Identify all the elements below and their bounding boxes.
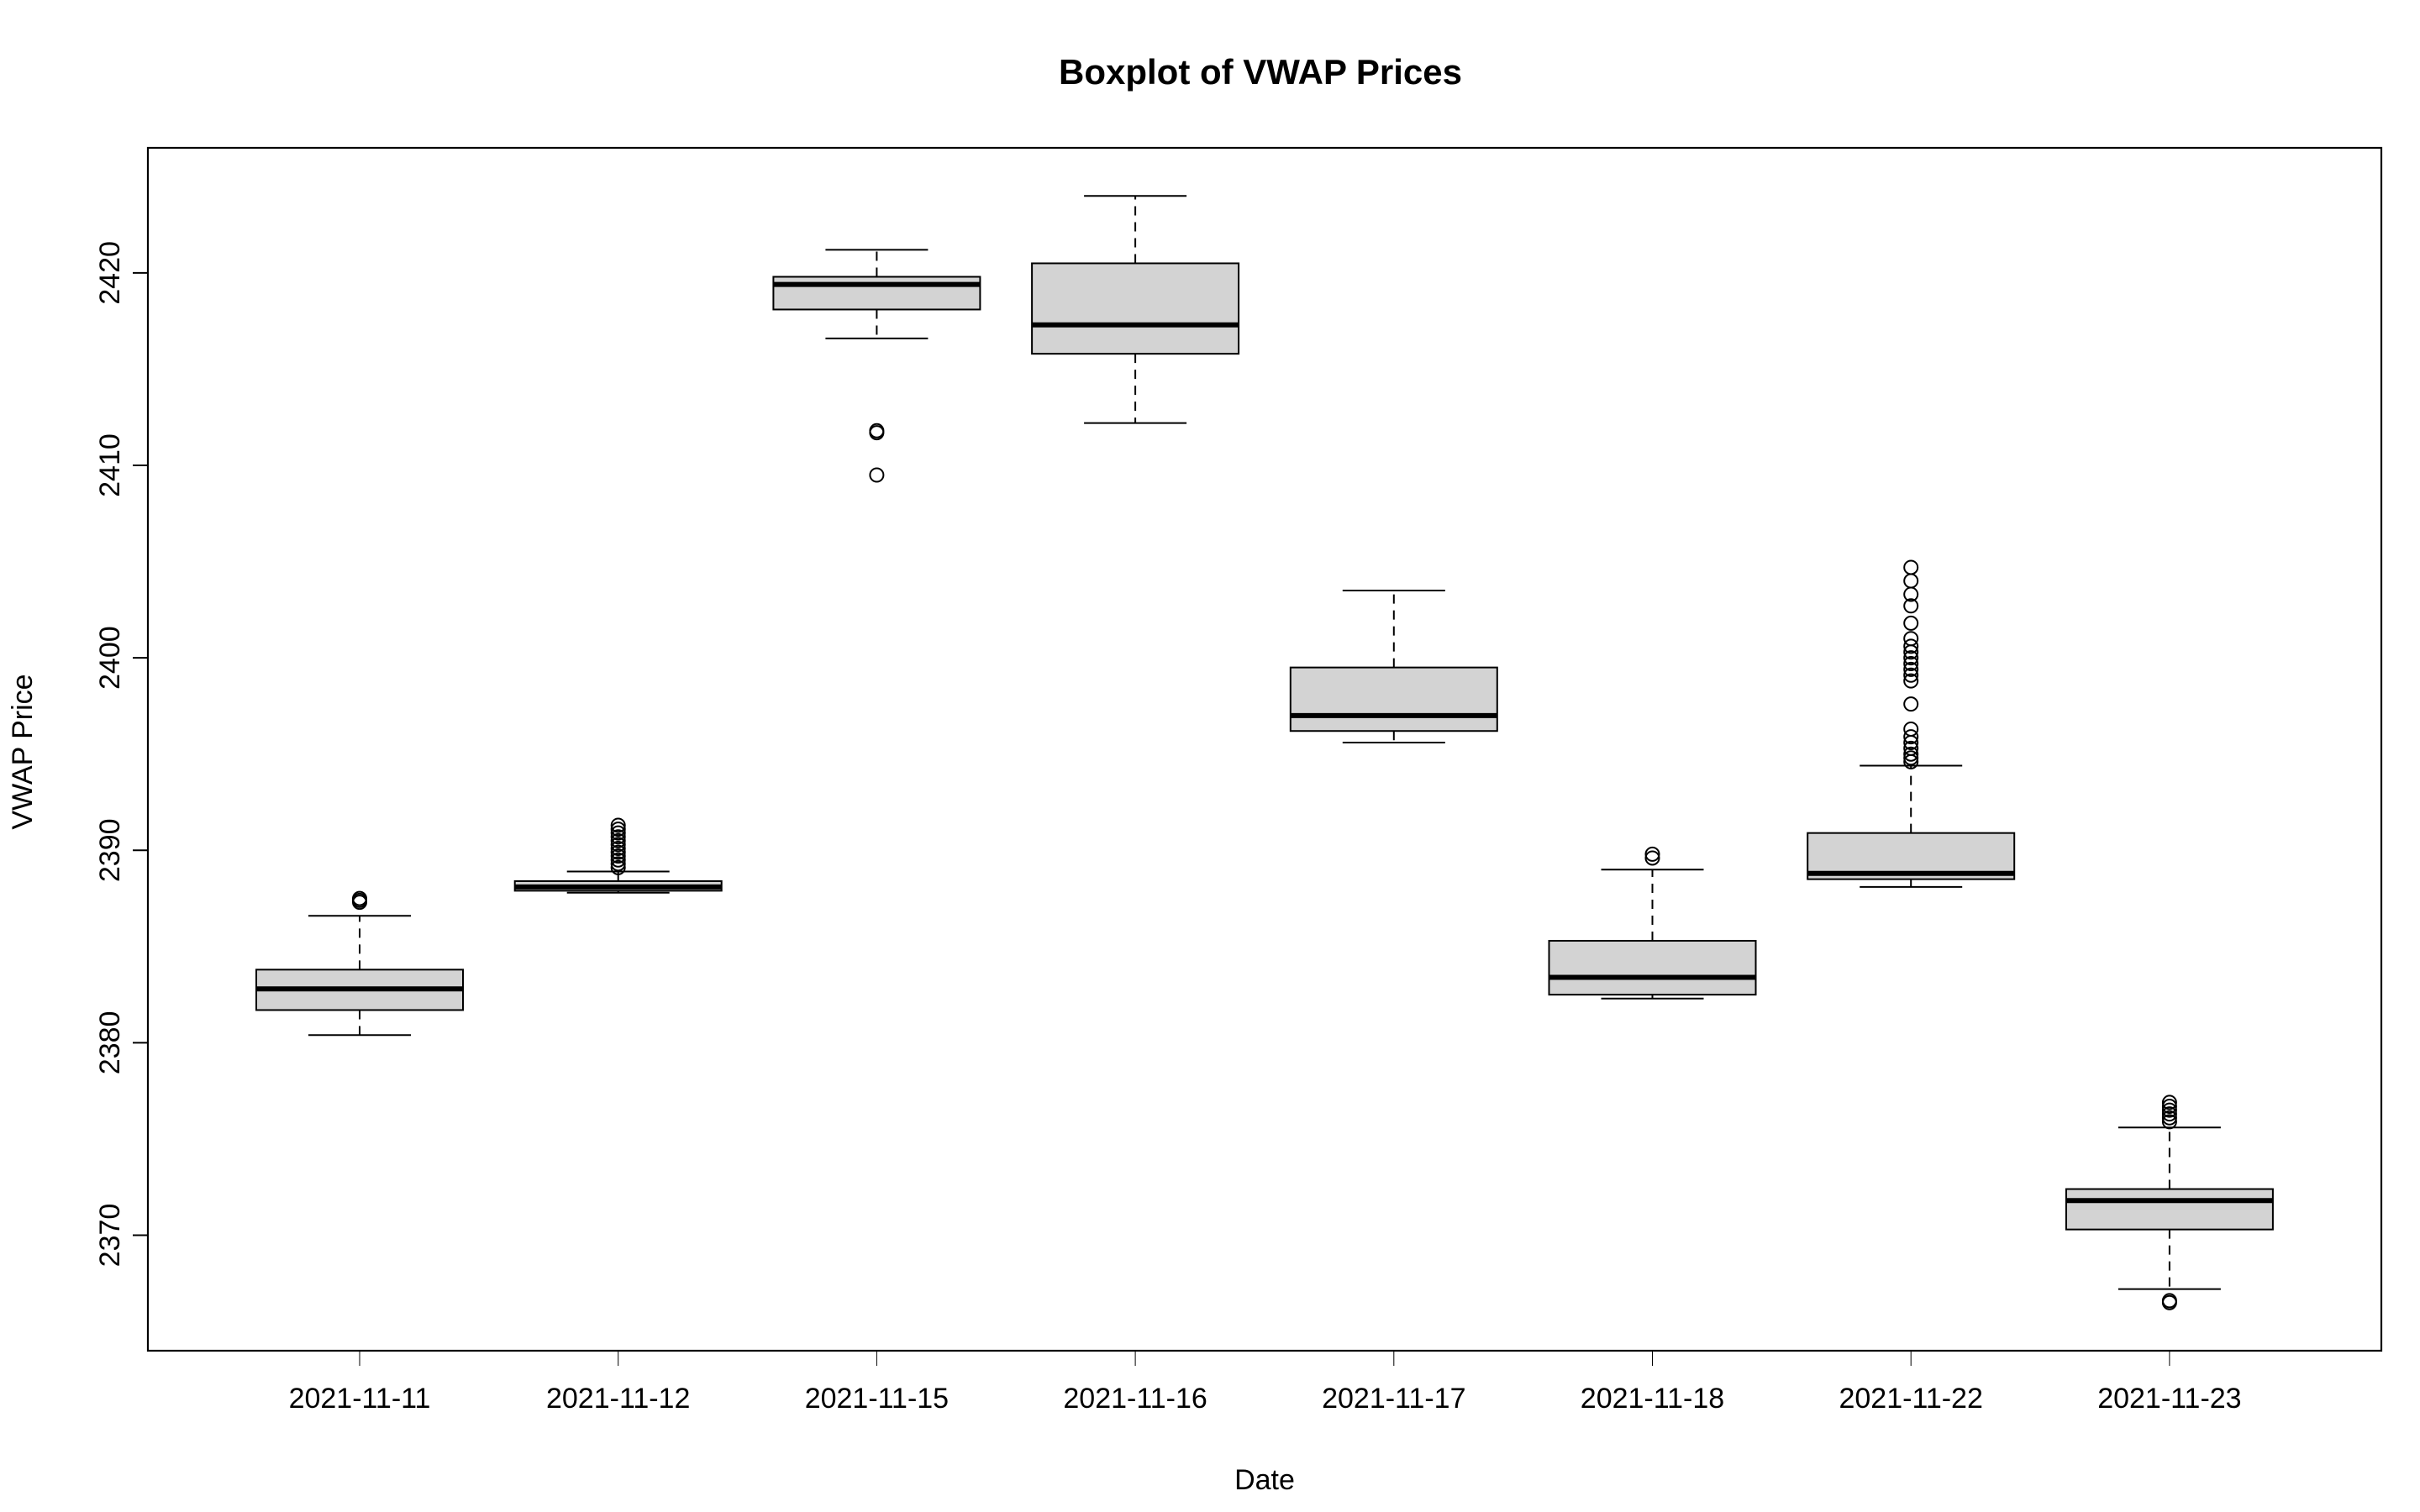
outlier-point [610, 825, 626, 841]
y-tick-label: 2400 [94, 626, 126, 690]
x-tick-label: 2021-11-18 [1581, 1383, 1724, 1415]
y-axis-label: VWAP Price [7, 674, 39, 829]
outlier-point [610, 852, 626, 868]
x-tick-label: 2021-11-22 [1839, 1383, 1982, 1415]
outlier-point [1903, 661, 1919, 677]
outlier-point [610, 829, 626, 845]
box-group-2021-11-16 [1031, 195, 1240, 424]
outlier-point [2161, 1102, 2177, 1118]
outlier-point [610, 832, 626, 848]
outlier-point [610, 856, 626, 872]
iqr-box [1031, 262, 1240, 355]
box-group-2021-11-11 [255, 890, 464, 1037]
x-axis-label: Date [1234, 1464, 1295, 1496]
outlier-point [1903, 598, 1919, 614]
box-group-2021-11-12 [513, 817, 723, 894]
x-tick-label: 2021-11-17 [1322, 1383, 1465, 1415]
box-group-2021-11-23 [2065, 1095, 2274, 1310]
x-axis: 2021-11-11 2021-11-12 2021-11-15 2021-11-16… [289, 1350, 2242, 1415]
outlier-point [1903, 573, 1919, 589]
y-tick-label: 2420 [94, 241, 126, 305]
outlier-point [610, 844, 626, 860]
outlier-point [1903, 696, 1919, 712]
x-tick-label: 2021-11-23 [2097, 1383, 2241, 1415]
iqr-box [1289, 666, 1498, 732]
y-tick-label: 2380 [94, 1011, 126, 1075]
x-tick-label: 2021-11-12 [546, 1383, 690, 1415]
iqr-box [2065, 1188, 2274, 1231]
outlier-point [2161, 1114, 2177, 1130]
outlier-point [1903, 656, 1919, 672]
outlier-point [2161, 1095, 2177, 1110]
outlier-point [1903, 673, 1919, 689]
outlier-point [869, 423, 885, 438]
box-group-2021-11-15 [772, 249, 981, 483]
outlier-point [1903, 650, 1919, 666]
x-tick-label: 2021-11-16 [1063, 1383, 1207, 1415]
iqr-box [772, 276, 981, 311]
y-tick-label: 2390 [94, 818, 126, 882]
outlier-point [2161, 1099, 2177, 1115]
outlier-point [1903, 559, 1919, 575]
x-tick-label: 2021-11-11 [289, 1383, 431, 1415]
outlier-point [1903, 740, 1919, 756]
y-tick-label: 2370 [94, 1204, 126, 1268]
outlier-point [610, 837, 626, 853]
iqr-box [1548, 939, 1757, 996]
outlier-point [1903, 631, 1919, 647]
outlier-point [1903, 746, 1919, 762]
outlier-point [610, 817, 626, 833]
box-group-2021-11-17 [1289, 589, 1498, 743]
outlier-point [1903, 615, 1919, 631]
outlier-point [1903, 638, 1919, 654]
y-axis: 2370 2380 2390 2400 2410 2420 [94, 241, 149, 1268]
outlier-point [1644, 846, 1660, 862]
outlier-point [610, 848, 626, 864]
outlier-point [1903, 721, 1919, 737]
outlier-point [869, 467, 885, 483]
box-group-2021-11-22 [1807, 559, 2016, 888]
outlier-point [610, 822, 626, 837]
y-tick-label: 2410 [94, 433, 126, 497]
boxes-layer [255, 195, 2274, 1310]
outlier-point [610, 840, 626, 856]
x-tick-label: 2021-11-15 [805, 1383, 949, 1415]
outlier-point [1644, 850, 1660, 866]
outlier-point [610, 859, 626, 875]
outlier-point [2161, 1293, 2177, 1309]
plot-frame [146, 146, 2383, 1352]
box-group-2021-11-18 [1548, 846, 1757, 1000]
outlier-point [1903, 729, 1919, 745]
outlier-point [1903, 667, 1919, 683]
outlier-point [2161, 1110, 2177, 1126]
outlier-point [352, 890, 367, 906]
outlier-point [2161, 1106, 2177, 1122]
chart-title: Boxplot of VWAP Prices [1059, 52, 1462, 92]
outlier-point [1903, 750, 1919, 766]
